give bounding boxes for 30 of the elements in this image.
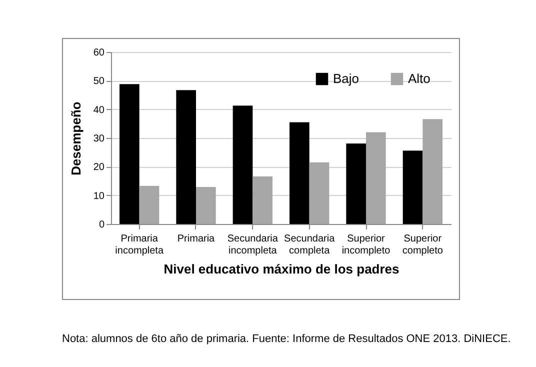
bar: [139, 186, 160, 224]
y-tick-label: 30: [93, 134, 105, 144]
bar: [309, 162, 330, 224]
bar: [120, 84, 140, 224]
bar: [252, 176, 272, 224]
bar: [422, 119, 442, 224]
bar: [346, 143, 366, 224]
y-tick-label: 50: [93, 76, 105, 88]
bar: [232, 106, 253, 224]
bar: [196, 187, 216, 224]
bar: [402, 150, 423, 224]
bar: [176, 90, 196, 224]
x-tick-label: Superior completo: [402, 234, 444, 256]
x-tick-label: Secundaria completa: [284, 234, 336, 256]
x-tick-label: Superior incompleto: [342, 234, 391, 256]
x-tick-label: Secundaria incompleta: [227, 234, 278, 256]
x-tick-label: Primaria incompleta: [115, 234, 164, 256]
y-axis-title: Desempeño: [68, 102, 84, 176]
bar: [366, 132, 386, 224]
x-axis-title: Nivel educativo máximo de los padres: [164, 262, 400, 276]
legend-label: Bajo: [333, 71, 360, 86]
legend-label: Alto: [408, 71, 430, 86]
bar: [290, 122, 310, 224]
y-tick-label: 0: [98, 220, 105, 230]
text: Nota: alumnos de 6to año de primaria. Fuente: Informe de Resultados ONE 2013. DiNIECE.: [62, 333, 511, 345]
y-tick-label: 60: [93, 48, 105, 58]
y-tick-label: 20: [93, 162, 105, 174]
y-tick-label: 10: [93, 190, 105, 202]
x-tick-label: Primaria: [177, 234, 216, 244]
y-tick-label: 40: [93, 104, 105, 116]
